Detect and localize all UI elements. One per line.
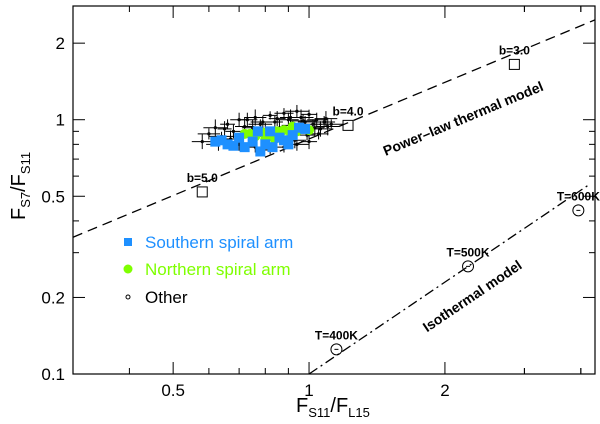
axis-ticks: 0.5 1 2 0.1 0.2 0.5 1 2: [41, 6, 595, 400]
other-point-marker: [307, 140, 311, 144]
other-point-marker: [295, 142, 299, 146]
y-tick-label: 0.5: [41, 187, 65, 206]
southern-arm-point: [228, 140, 239, 151]
southern-arm-point: [267, 142, 278, 153]
model-lines: [72, 19, 596, 375]
other-point: [301, 134, 318, 150]
legend-marker-other: [125, 294, 131, 300]
other-point-marker: [225, 122, 230, 126]
other-point: [250, 115, 276, 128]
other-point-marker: [329, 122, 333, 126]
other-point-marker: [295, 109, 299, 113]
southern-arm-point: [222, 139, 233, 150]
model-marker-label: T=500K: [447, 245, 490, 259]
legend-marker-northern: [123, 264, 133, 274]
other-point-marker: [282, 111, 286, 115]
other-point-marker: [322, 120, 326, 124]
southern-arm-point: [247, 136, 258, 147]
other-point-marker: [288, 115, 293, 120]
y-tick-label: 0.2: [41, 288, 65, 307]
southern-arm-point: [293, 122, 304, 133]
other-point-marker: [207, 132, 211, 136]
legend-label-northern: Northern spiral arm: [145, 260, 291, 279]
other-point: [203, 119, 228, 137]
model-marker-label: b=3.0: [499, 43, 530, 57]
southern-arm-point: [255, 146, 266, 157]
other-point: [268, 111, 286, 127]
other-point-marker: [253, 115, 257, 120]
southern-arm-point: [265, 126, 276, 137]
other-point-marker: [200, 140, 204, 144]
other-point: [301, 109, 318, 119]
other-point: [237, 112, 258, 127]
isothermal-model-line: [308, 183, 591, 375]
southern-arm-point: [210, 136, 221, 147]
other-point-marker: [301, 119, 305, 123]
temperature-marker: [330, 343, 343, 356]
model-marker-label: T=600K: [557, 189, 600, 203]
southern-arm-point: [283, 139, 294, 150]
southern-arm-point: [252, 126, 263, 137]
b-marker: [508, 58, 520, 70]
x-tick-label: 0.5: [161, 381, 185, 400]
b-marker: [196, 186, 208, 198]
other-point-marker: [286, 118, 290, 122]
other-point-marker: [261, 120, 265, 124]
other-point: [220, 119, 235, 130]
other-point-marker: [317, 132, 321, 136]
other-point: [285, 104, 309, 118]
legend-marker-southern: [124, 238, 132, 246]
other-point: [225, 124, 242, 139]
x-axis-title: FS11/FL15: [296, 395, 370, 420]
y-tick-label: 2: [56, 34, 65, 53]
legend: Southern spiral arm Northern spiral arm …: [123, 233, 293, 307]
southern-arm-point: [239, 142, 250, 153]
temperature-marker: [462, 260, 475, 273]
b-marker: [342, 119, 354, 131]
other-point: [197, 128, 221, 140]
legend-label-other: Other: [145, 288, 188, 307]
southern-arm-point: [287, 130, 298, 141]
other-point: [191, 134, 213, 150]
other-point-marker: [324, 117, 328, 121]
southern-arm-point: [234, 132, 245, 143]
x-tick-label: 1: [304, 381, 313, 400]
other-point-marker: [268, 113, 272, 117]
other-point-marker: [245, 118, 249, 122]
plot-frame: [72, 5, 596, 375]
temperature-marker: [572, 204, 585, 217]
power-law-model-line: [72, 19, 596, 238]
northern-arm-point: [245, 128, 256, 139]
other-point-marker: [275, 117, 279, 121]
other-point-marker: [326, 124, 330, 129]
southern-arm-point: [260, 139, 271, 150]
other-point: [316, 117, 340, 136]
other-point-marker: [313, 126, 317, 130]
other-point-marker: [213, 126, 217, 130]
southern-arm-point: [216, 135, 227, 146]
model-annotations: b=5.0 b=4.0 b=3.0 Power–law thermal model T=…: [187, 43, 600, 356]
other-point: [217, 121, 232, 137]
other-point-marker: [258, 122, 262, 126]
other-point: [314, 111, 338, 127]
y-tick-label: 0.1: [41, 365, 65, 384]
other-point-marker: [222, 127, 227, 131]
power-law-model-label: Power–law thermal model: [381, 78, 546, 159]
x-tick-label: 2: [440, 381, 449, 400]
y-axis-title: FS7/FS11: [8, 152, 33, 220]
data-points: [191, 104, 344, 157]
other-point-marker: [231, 129, 236, 133]
isothermal-model-label: Isothermal model: [420, 257, 525, 335]
legend-label-southern: Southern spiral arm: [145, 233, 293, 252]
other-point: [318, 119, 344, 130]
model-marker-label: T=400K: [315, 328, 358, 342]
model-marker-label: b=5.0: [187, 171, 218, 185]
model-marker-label: b=4.0: [333, 104, 364, 118]
other-point-marker: [307, 112, 311, 116]
other-point-marker: [311, 122, 315, 126]
y-tick-label: 1: [56, 111, 65, 130]
southern-arm-point: [300, 123, 311, 134]
